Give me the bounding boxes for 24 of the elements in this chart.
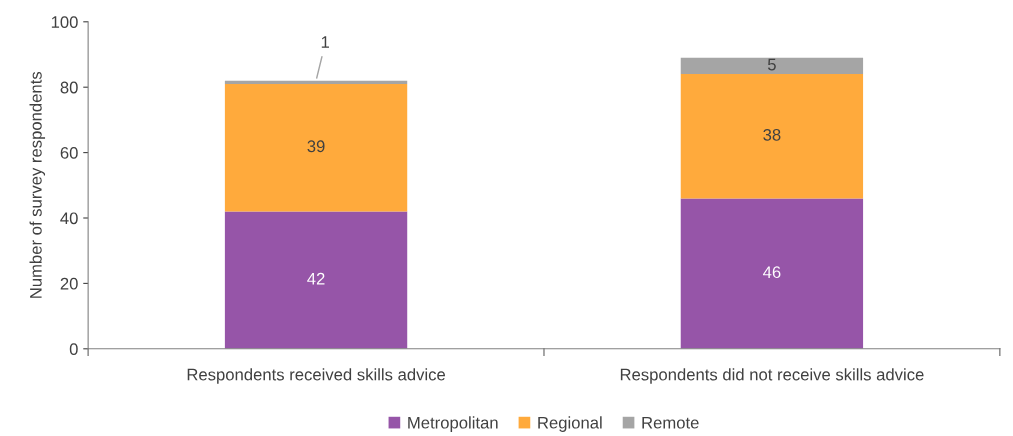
y-tick-label: 60 <box>60 147 78 159</box>
y-tick-label: 0 <box>69 343 78 355</box>
y-tick-label: 40 <box>60 212 78 225</box>
data-label: 38 <box>763 128 781 141</box>
bar <box>224 80 408 84</box>
data-label: 42 <box>307 272 325 285</box>
y-tick-label: 100 <box>51 16 78 28</box>
bar <box>680 198 864 349</box>
legend-label: Regional <box>538 416 602 432</box>
legend-label: Remote <box>642 416 699 429</box>
bar <box>680 57 864 75</box>
data-label: 5 <box>767 58 776 71</box>
bar <box>224 83 408 212</box>
bar <box>224 211 408 349</box>
y-tick-label: 80 <box>60 81 78 94</box>
data-label: 1 <box>321 36 329 48</box>
x-tick-label: Respondents received skills advice <box>187 368 446 384</box>
y-tick-label: 20 <box>60 277 78 290</box>
data-label: 46 <box>763 266 781 279</box>
bar <box>680 74 864 199</box>
data-label: 39 <box>307 140 325 153</box>
x-tick-label: Respondents did not receive skills advice <box>620 368 924 384</box>
y-axis-title: Number of survey respondents <box>29 71 46 298</box>
legend-label: Metropolitan <box>408 416 498 432</box>
